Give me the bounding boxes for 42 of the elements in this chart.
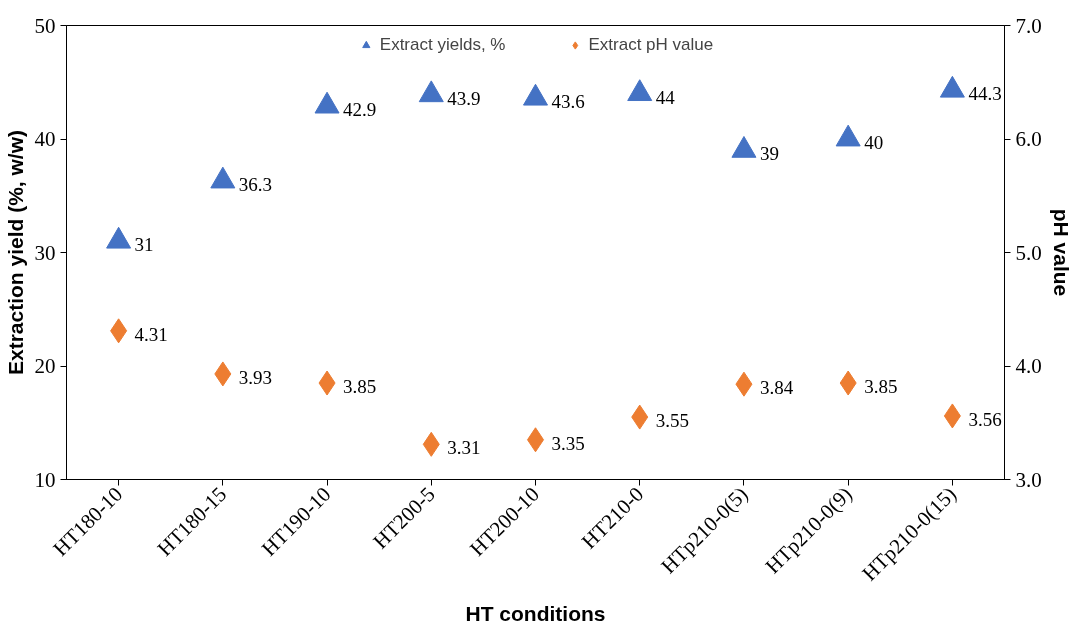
data-label: 43.9 <box>447 87 481 109</box>
data-label: 4.31 <box>134 323 168 345</box>
x-axis-title: HT conditions <box>465 602 606 626</box>
point <box>731 135 757 158</box>
data-label: 3.85 <box>343 376 377 398</box>
data-label: 44.3 <box>968 83 1002 105</box>
y-tick-label: 20 <box>34 354 56 378</box>
point <box>835 124 861 147</box>
y2-tick-label: 6.0 <box>1015 127 1042 151</box>
data-label: 36.3 <box>238 173 273 195</box>
data-label: 43.6 <box>551 91 585 113</box>
y2-tick-label: 7.0 <box>1015 13 1042 38</box>
data-label: 3.55 <box>655 410 689 432</box>
point <box>627 79 653 102</box>
data-label: 3.93 <box>238 366 273 388</box>
data-label: 40 <box>864 132 884 153</box>
y2-tick-label: 5.0 <box>1015 240 1042 265</box>
legend-label: Extract yields, % <box>379 35 506 55</box>
y2-axis-title: pH value <box>1049 208 1073 297</box>
y-tick-label: 30 <box>34 240 56 265</box>
point <box>314 91 340 114</box>
data-label: 42.9 <box>343 99 377 121</box>
legend-label: Extract pH value <box>588 35 714 55</box>
y-tick-label: 40 <box>34 127 56 151</box>
y-tick-label: 10 <box>34 467 56 492</box>
data-label: 44 <box>655 86 676 108</box>
y-axis-title: Extraction yield (%, w/w) <box>3 129 27 376</box>
data-label: 39 <box>759 143 779 165</box>
data-label: 31 <box>134 234 154 256</box>
data-label: 3.84 <box>759 377 794 399</box>
point <box>418 80 444 103</box>
y2-tick-label: 4.0 <box>1015 354 1042 378</box>
y2-tick-label: 3.0 <box>1015 467 1042 492</box>
point <box>210 166 236 189</box>
point <box>106 226 132 249</box>
data-label: 3.31 <box>447 437 481 459</box>
data-label: 3.35 <box>551 432 585 454</box>
point <box>939 75 965 98</box>
data-label: 3.85 <box>864 376 898 398</box>
data-label: 3.56 <box>968 408 1002 430</box>
point <box>523 83 548 106</box>
y-tick-label: 50 <box>34 13 56 38</box>
